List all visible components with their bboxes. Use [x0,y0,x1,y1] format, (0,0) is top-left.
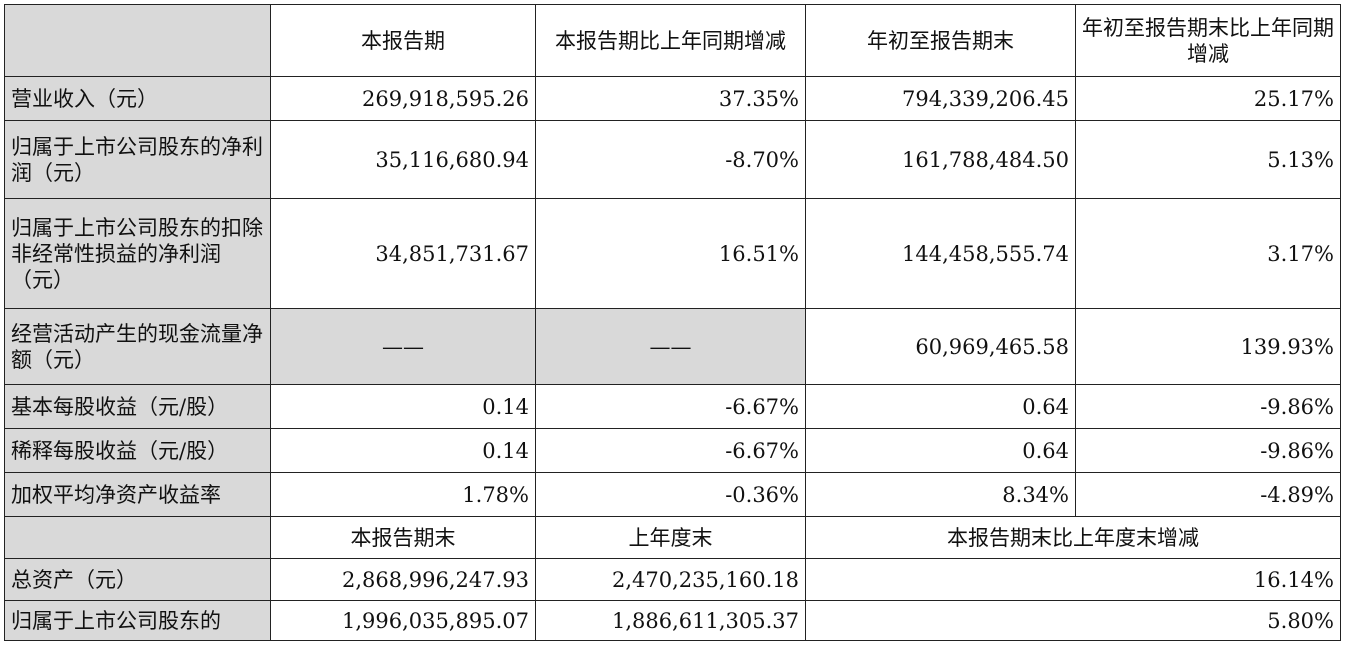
header-period-end: 本报告期末 [270,516,536,559]
row-label: 营业收入（元） [4,76,271,121]
header-ytd-yoy: 年初至报告期末比上年同期增减 [1075,4,1341,77]
cell-value: 34,851,731.67 [270,198,536,309]
cell-dash: —— [270,308,536,385]
cell-value: 60,969,465.58 [805,308,1076,385]
table-row: 归属于上市公司股东的 1,996,035,895.07 1,886,611,30… [4,600,1341,641]
cell-value: 25.17% [1075,76,1341,121]
cell-value: 37.35% [535,76,806,121]
cell-value: 16.51% [535,198,806,309]
cell-value: 0.64 [805,384,1076,429]
row-label: 归属于上市公司股东的扣除非经常性损益的净利润（元） [4,198,271,309]
cell-value: 1.78% [270,472,536,517]
table-row: 稀释每股收益（元/股） 0.14 -6.67% 0.64 -9.86% [4,428,1341,473]
row-label: 基本每股收益（元/股） [4,384,271,429]
row-label: 稀释每股收益（元/股） [4,428,271,473]
table-row: 归属于上市公司股东的净利润（元） 35,116,680.94 -8.70% 16… [4,120,1341,199]
cell-value: 8.34% [805,472,1076,517]
header2-blank-cell [4,516,271,559]
cell-value: 0.14 [270,384,536,429]
cell-value: 269,918,595.26 [270,76,536,121]
header-period-end-change: 本报告期末比上年度末增减 [805,516,1341,559]
cell-value: -6.67% [535,384,806,429]
table-row: 营业收入（元） 269,918,595.26 37.35% 794,339,20… [4,76,1341,121]
table-row: 加权平均净资产收益率 1.78% -0.36% 8.34% -4.89% [4,472,1341,517]
table-row: 归属于上市公司股东的扣除非经常性损益的净利润（元） 34,851,731.67 … [4,198,1341,309]
cell-value: 0.14 [270,428,536,473]
cell-value: 16.14% [805,558,1341,601]
cell-value: -0.36% [535,472,806,517]
cell-value: 5.13% [1075,120,1341,199]
cell-value: -4.89% [1075,472,1341,517]
row-label: 经营活动产生的现金流量净额（元） [4,308,271,385]
cell-value: 35,116,680.94 [270,120,536,199]
header-row-balance: 本报告期末 上年度末 本报告期末比上年度末增减 [4,516,1341,559]
header-prior-year-end: 上年度末 [535,516,806,559]
header-current-period-yoy: 本报告期比上年同期增减 [535,4,806,77]
cell-value: 0.64 [805,428,1076,473]
table-row: 经营活动产生的现金流量净额（元） —— —— 60,969,465.58 139… [4,308,1341,385]
cell-value: 1,886,611,305.37 [535,600,806,641]
header-ytd: 年初至报告期末 [805,4,1076,77]
cell-value: 161,788,484.50 [805,120,1076,199]
cell-value: 794,339,206.45 [805,76,1076,121]
table-row: 总资产（元） 2,868,996,247.93 2,470,235,160.18… [4,558,1341,601]
cell-value: -6.67% [535,428,806,473]
cell-value: 2,868,996,247.93 [270,558,536,601]
cell-value: -9.86% [1075,384,1341,429]
cell-value: -8.70% [535,120,806,199]
cell-value: 144,458,555.74 [805,198,1076,309]
header-blank-cell [4,4,271,77]
cell-value: 139.93% [1075,308,1341,385]
cell-dash: —— [535,308,806,385]
row-label: 总资产（元） [4,558,271,601]
header-row: 本报告期 本报告期比上年同期增减 年初至报告期末 年初至报告期末比上年同期增减 [4,4,1341,77]
cell-value: 3.17% [1075,198,1341,309]
cell-value: -9.86% [1075,428,1341,473]
row-label: 加权平均净资产收益率 [4,472,271,517]
header-current-period: 本报告期 [270,4,536,77]
row-label: 归属于上市公司股东的净利润（元） [4,120,271,199]
row-label: 归属于上市公司股东的 [4,600,271,641]
cell-value: 1,996,035,895.07 [270,600,536,641]
table-row: 基本每股收益（元/股） 0.14 -6.67% 0.64 -9.86% [4,384,1341,429]
cell-value: 5.80% [805,600,1341,641]
financial-summary-table: 本报告期 本报告期比上年同期增减 年初至报告期末 年初至报告期末比上年同期增减 … [4,4,1341,641]
cell-value: 2,470,235,160.18 [535,558,806,601]
